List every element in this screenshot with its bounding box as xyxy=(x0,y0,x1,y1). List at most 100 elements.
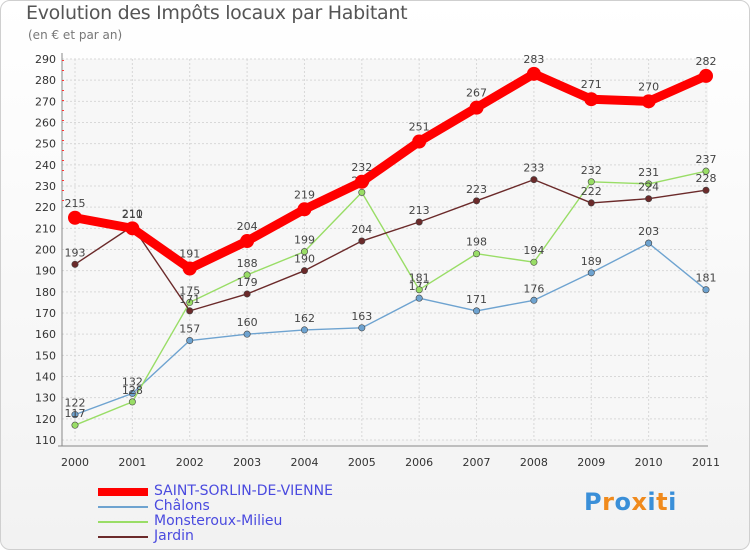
data-point xyxy=(297,202,312,217)
series-line-0 xyxy=(70,69,711,274)
data-point xyxy=(243,330,251,338)
x-tick-label: 2010 xyxy=(635,456,663,469)
x-tick-label: 2004 xyxy=(290,456,318,469)
data-point xyxy=(300,248,308,256)
y-tick-label: 290 xyxy=(35,53,56,66)
logo-letter: t xyxy=(656,488,669,516)
data-label: 117 xyxy=(65,407,86,420)
y-tick-label: 250 xyxy=(35,138,56,151)
data-point xyxy=(587,199,595,207)
data-point xyxy=(702,167,710,175)
data-point xyxy=(415,294,423,302)
data-label: 204 xyxy=(237,220,258,233)
x-tick-label: 2009 xyxy=(577,456,605,469)
series-line-3 xyxy=(74,178,707,312)
logo-letter: i xyxy=(668,488,677,516)
data-point xyxy=(641,94,656,109)
y-tick-label: 220 xyxy=(35,201,56,214)
logo-letter: P xyxy=(584,488,603,516)
x-tick-label: 2008 xyxy=(520,456,548,469)
x-tick-label: 2000 xyxy=(61,456,89,469)
data-point xyxy=(71,260,79,268)
data-point xyxy=(415,286,423,294)
y-tick-label: 190 xyxy=(35,265,56,278)
data-point xyxy=(645,195,653,203)
x-tick-label: 2007 xyxy=(463,456,491,469)
data-label: 199 xyxy=(294,234,315,247)
data-label: 190 xyxy=(294,253,315,266)
x-tick-label: 2006 xyxy=(405,456,433,469)
data-label: 237 xyxy=(696,153,717,166)
x-tick-label: 2002 xyxy=(176,456,204,469)
data-point xyxy=(300,326,308,334)
data-point xyxy=(240,234,255,249)
data-label: 179 xyxy=(237,276,258,289)
data-point xyxy=(71,411,79,419)
data-point xyxy=(530,258,538,266)
y-tick-label: 200 xyxy=(35,244,56,257)
data-label: 283 xyxy=(523,53,544,66)
y-tick-label: 160 xyxy=(35,328,56,341)
data-point xyxy=(530,176,538,184)
x-tick-label: 2005 xyxy=(348,456,376,469)
y-tick-label: 120 xyxy=(35,413,56,426)
x-tick-label: 2003 xyxy=(233,456,261,469)
data-point xyxy=(412,134,427,149)
y-tick-label: 210 xyxy=(35,222,56,235)
data-label: 171 xyxy=(179,293,200,306)
data-label: 181 xyxy=(696,272,717,285)
logo-letter: o xyxy=(614,488,632,516)
y-tick-label: 140 xyxy=(35,371,56,384)
data-label: 163 xyxy=(351,310,372,323)
data-point xyxy=(415,218,423,226)
data-label: 171 xyxy=(466,293,487,306)
data-point xyxy=(473,197,481,205)
data-label: 251 xyxy=(409,121,430,134)
data-label: 181 xyxy=(409,272,430,285)
data-label: 194 xyxy=(523,244,544,257)
data-point xyxy=(702,186,710,194)
data-label: 203 xyxy=(638,225,659,238)
data-label: 204 xyxy=(351,223,372,236)
data-label: 188 xyxy=(237,257,258,270)
data-point xyxy=(526,66,541,81)
legend-label: Jardin xyxy=(154,528,194,544)
data-label: 162 xyxy=(294,312,315,325)
data-point xyxy=(182,261,197,276)
data-point xyxy=(358,237,366,245)
data-label: 122 xyxy=(65,397,86,410)
data-point xyxy=(645,180,653,188)
data-point xyxy=(300,267,308,275)
data-label: 198 xyxy=(466,236,487,249)
data-label: 157 xyxy=(179,323,200,336)
logo-letter: r xyxy=(602,488,615,516)
legend-label: SAINT-SORLIN-DE-VIENNE xyxy=(154,483,333,499)
y-tick-label: 180 xyxy=(35,286,56,299)
data-point xyxy=(358,188,366,196)
y-tick-label: 240 xyxy=(35,159,56,172)
legend-swatch xyxy=(98,487,148,496)
data-point xyxy=(587,269,595,277)
data-point xyxy=(587,178,595,186)
chart-title: Evolution des Impôts locaux par Habitant xyxy=(26,2,408,24)
data-label: 215 xyxy=(65,197,86,210)
data-label: 219 xyxy=(294,188,315,201)
data-label: 211 xyxy=(122,208,143,221)
data-point xyxy=(699,68,713,83)
legend-swatch xyxy=(98,505,148,508)
data-label: 267 xyxy=(466,87,487,100)
data-point xyxy=(584,92,599,107)
legend-swatch xyxy=(98,535,148,538)
data-point xyxy=(186,298,194,306)
data-point xyxy=(354,174,369,189)
data-label: 233 xyxy=(523,162,544,175)
logo-letter: x xyxy=(631,488,648,516)
data-point xyxy=(186,337,194,345)
data-label: 210 xyxy=(122,207,143,220)
data-point xyxy=(358,324,366,332)
data-label: 232 xyxy=(351,161,372,174)
x-tick-label: 2011 xyxy=(692,456,720,469)
data-point xyxy=(125,221,140,236)
logo-letter: i xyxy=(647,488,657,516)
